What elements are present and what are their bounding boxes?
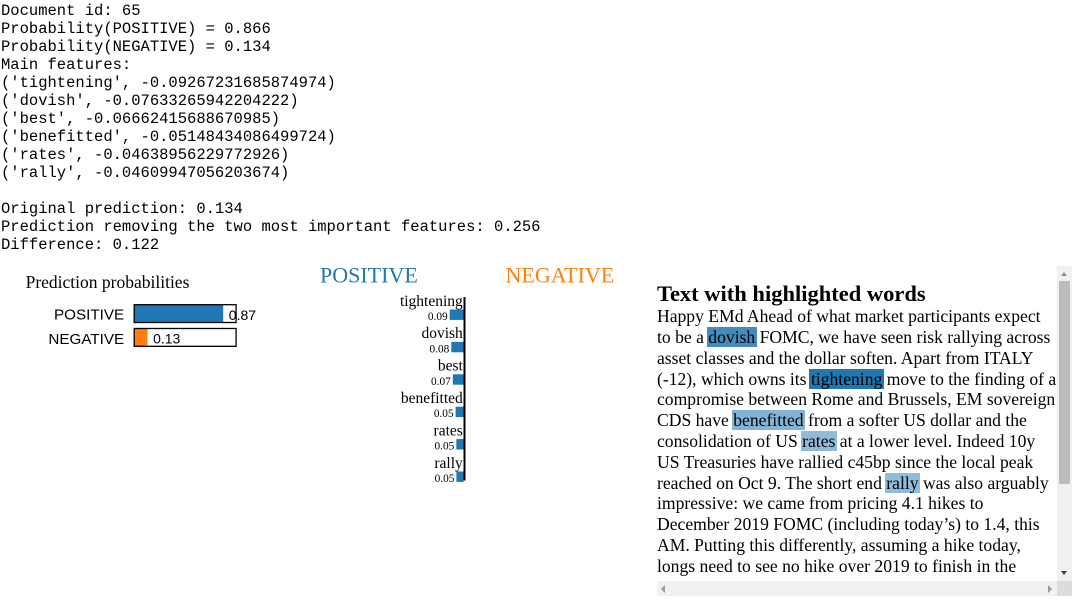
- svg-text:0.05: 0.05: [434, 408, 454, 420]
- svg-text:Prediction probabilities: Prediction probabilities: [26, 272, 190, 292]
- svg-text:0.87: 0.87: [229, 307, 256, 323]
- svg-text:0.08: 0.08: [430, 343, 450, 355]
- svg-text:0.09: 0.09: [428, 311, 448, 323]
- svg-text:POSITIVE: POSITIVE: [320, 262, 418, 287]
- svg-text:POSITIVE: POSITIVE: [54, 307, 124, 324]
- svg-text:best: best: [438, 358, 464, 375]
- svg-text:0.07: 0.07: [431, 376, 451, 388]
- svg-text:benefitted: benefitted: [401, 390, 463, 407]
- svg-text:NEGATIVE: NEGATIVE: [506, 262, 615, 287]
- svg-text:tightening: tightening: [400, 293, 463, 310]
- svg-text:0.05: 0.05: [435, 441, 455, 453]
- svg-text:0.05: 0.05: [435, 473, 455, 485]
- svg-text:NEGATIVE: NEGATIVE: [48, 331, 124, 348]
- svg-text:dovish: dovish: [421, 325, 463, 342]
- svg-text:rates: rates: [434, 422, 463, 439]
- svg-text:rally: rally: [434, 455, 463, 472]
- svg-text:0.13: 0.13: [153, 331, 180, 347]
